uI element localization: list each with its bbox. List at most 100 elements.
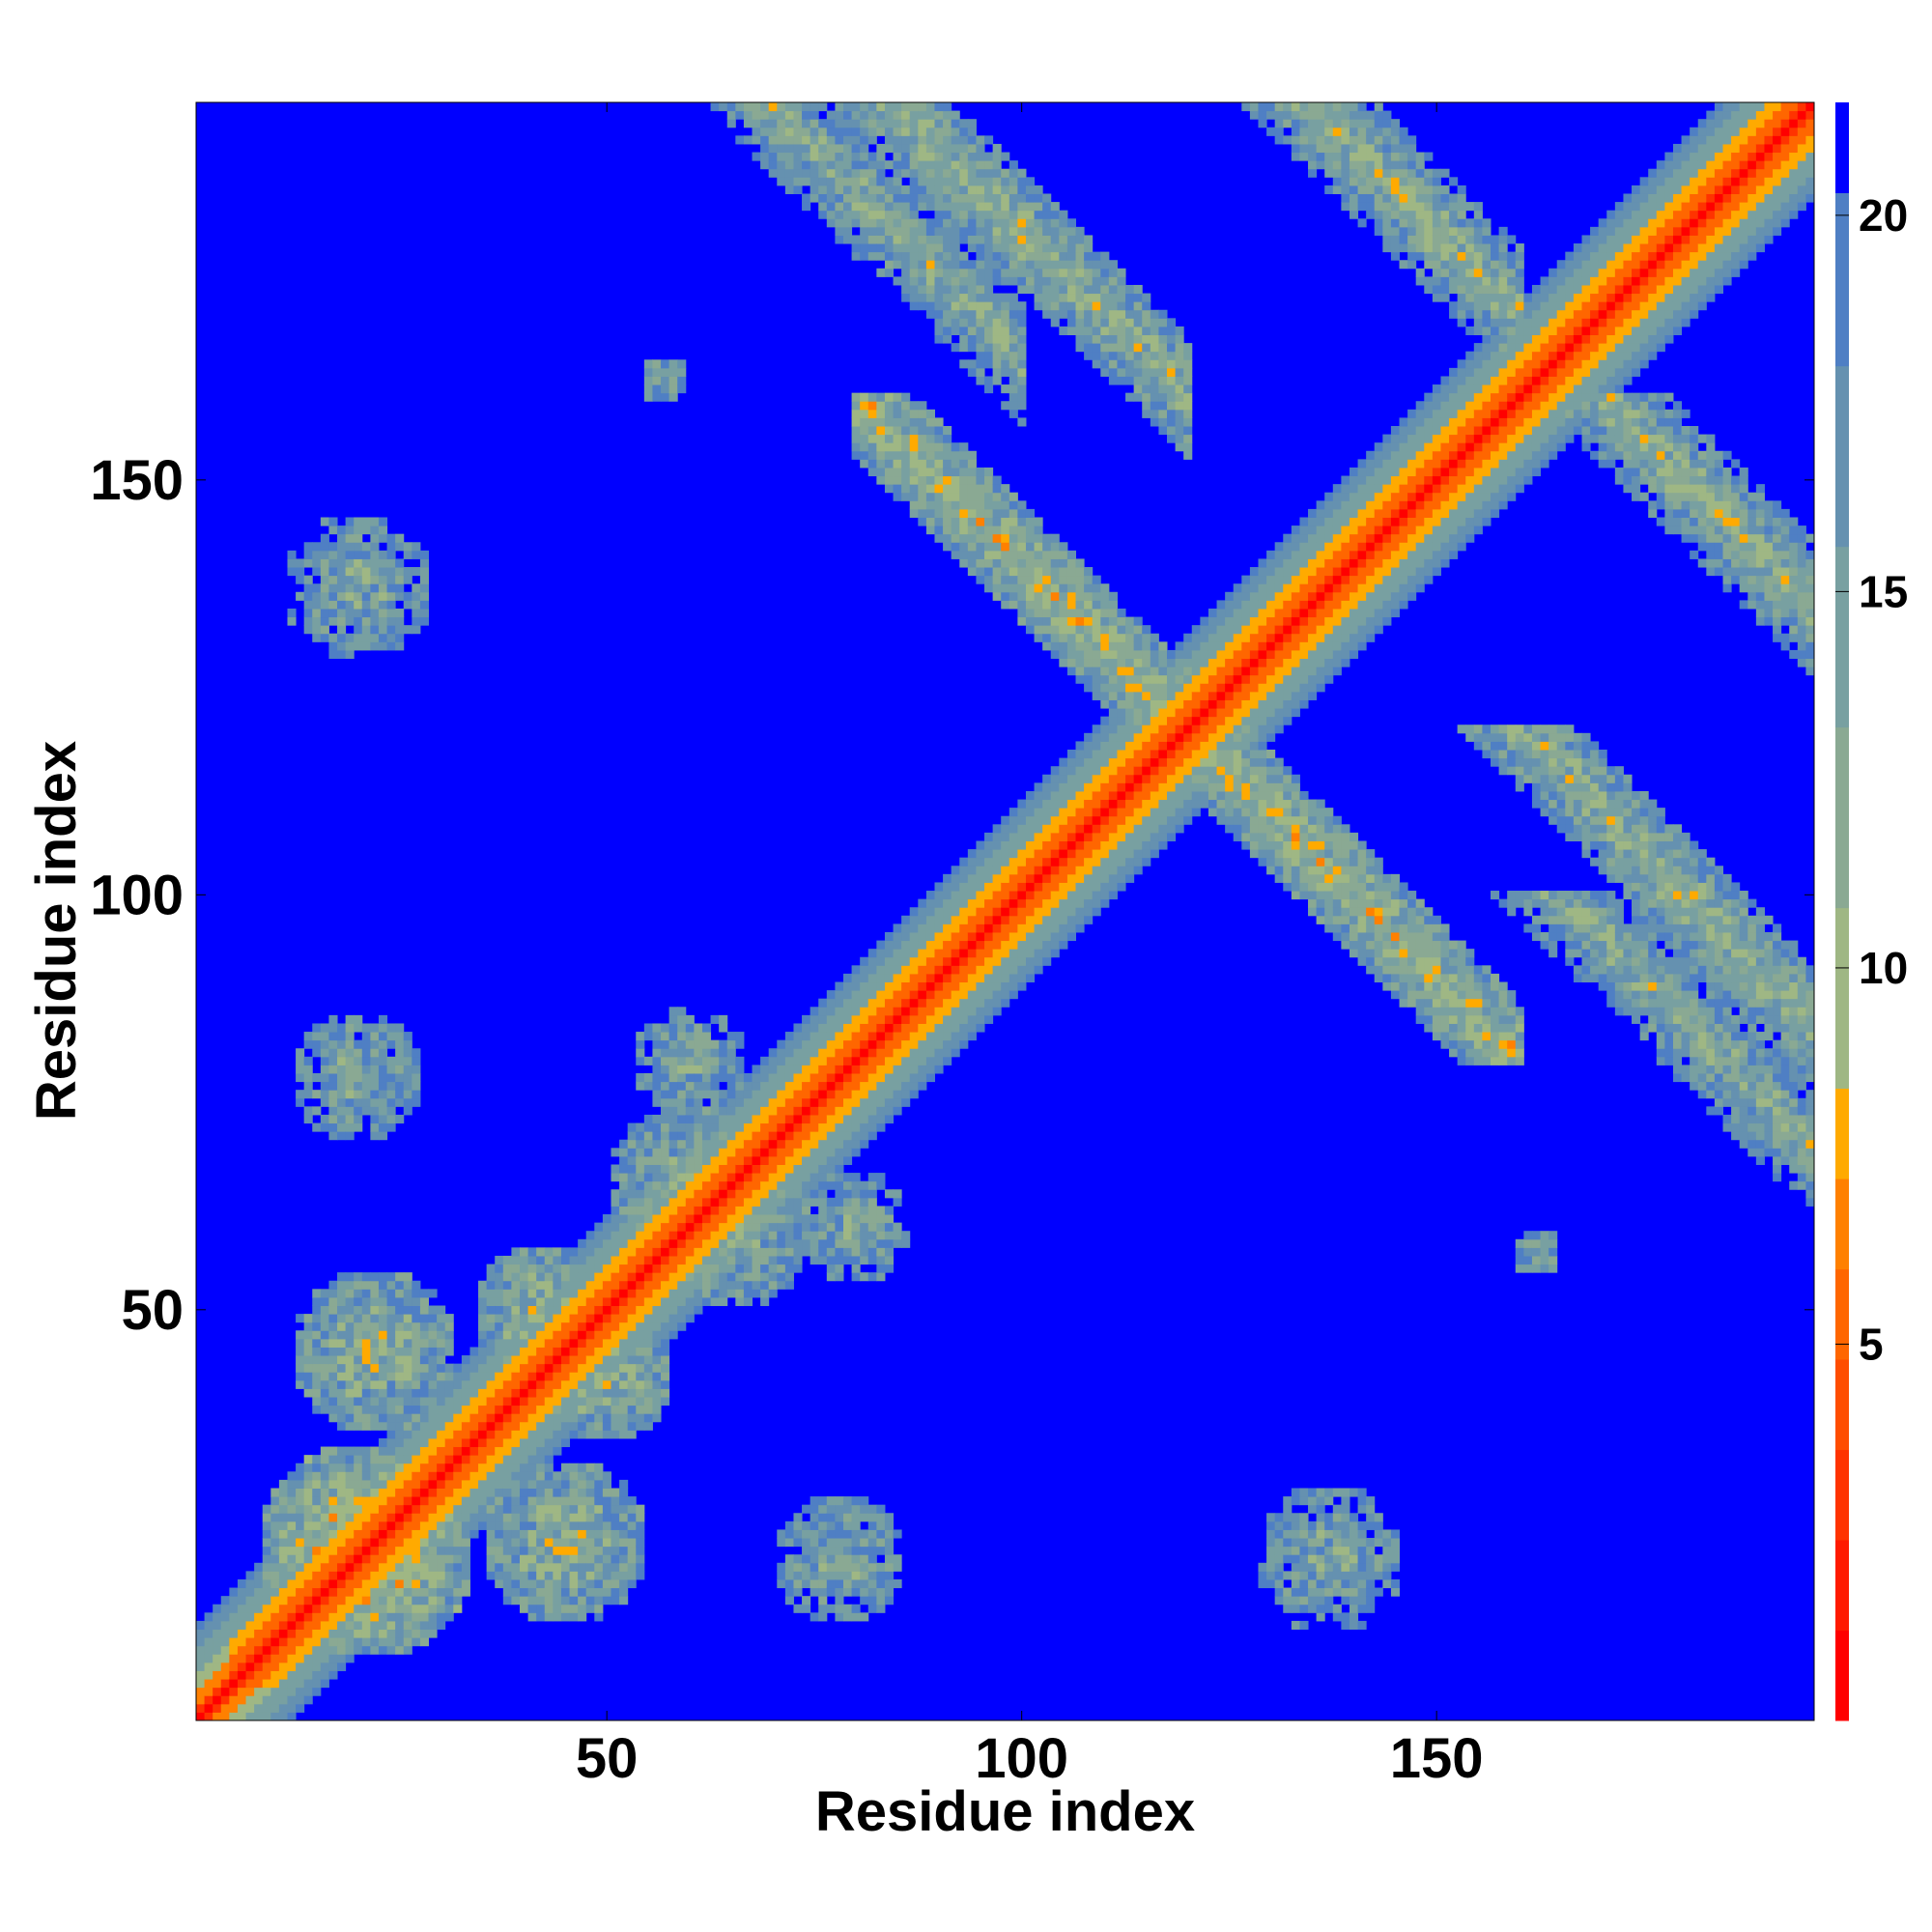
heatmap-cell bbox=[984, 915, 994, 924]
heatmap-cell bbox=[652, 1379, 662, 1389]
heatmap-cell bbox=[802, 1023, 811, 1033]
heatmap-cell bbox=[818, 1097, 828, 1107]
heatmap-cell bbox=[934, 318, 944, 327]
heatmap-cell bbox=[943, 882, 952, 892]
heatmap-cell bbox=[544, 1397, 554, 1406]
heatmap-cell bbox=[511, 1347, 521, 1356]
heatmap-cell bbox=[378, 1347, 388, 1356]
heatmap-cell bbox=[619, 1363, 629, 1373]
heatmap-cell bbox=[909, 143, 919, 154]
heatmap-cell bbox=[710, 1197, 720, 1207]
heatmap-cell bbox=[337, 1289, 347, 1298]
heatmap-cell bbox=[345, 1131, 355, 1141]
heatmap-cell bbox=[719, 1056, 728, 1065]
heatmap-cell bbox=[386, 1363, 396, 1373]
heatmap-cell bbox=[652, 384, 662, 394]
heatmap-cell bbox=[784, 1180, 794, 1190]
heatmap-cell bbox=[611, 1397, 620, 1406]
heatmap-cell bbox=[1017, 575, 1027, 584]
heatmap-cell bbox=[478, 1504, 488, 1514]
heatmap-cell bbox=[419, 1504, 430, 1514]
heatmap-cell bbox=[959, 492, 969, 501]
heatmap-cell bbox=[951, 882, 960, 892]
heatmap-cell bbox=[502, 1363, 512, 1373]
heatmap-cell bbox=[1001, 949, 1010, 958]
heatmap-cell bbox=[320, 1463, 329, 1472]
heatmap-cell bbox=[826, 1496, 836, 1506]
heatmap-cell bbox=[793, 1106, 803, 1116]
heatmap-cell bbox=[270, 1546, 280, 1555]
heatmap-cell bbox=[1025, 210, 1036, 219]
heatmap-cell bbox=[992, 558, 1002, 568]
heatmap-cell bbox=[760, 1214, 770, 1224]
heatmap-cell bbox=[818, 119, 828, 128]
heatmap-cell bbox=[835, 1164, 844, 1174]
heatmap-cell bbox=[884, 202, 895, 212]
heatmap-cell bbox=[602, 1529, 611, 1539]
heatmap-cell bbox=[752, 1238, 761, 1248]
heatmap-cell bbox=[287, 1620, 297, 1631]
heatmap-cell bbox=[802, 1504, 811, 1514]
heatmap-cell bbox=[967, 334, 977, 344]
heatmap-cell bbox=[959, 508, 969, 518]
heatmap-cell bbox=[1009, 949, 1018, 958]
heatmap-cell bbox=[370, 1504, 380, 1514]
heatmap-cell bbox=[934, 434, 944, 443]
heatmap-cell bbox=[677, 1272, 687, 1282]
heatmap-cell bbox=[719, 1238, 728, 1248]
heatmap-cell bbox=[328, 1065, 338, 1074]
heatmap-cell bbox=[386, 1546, 396, 1555]
heatmap-cell bbox=[760, 1247, 770, 1257]
heatmap-cell bbox=[278, 1662, 288, 1671]
heatmap-cell bbox=[237, 1679, 247, 1689]
heatmap-cell bbox=[876, 177, 886, 186]
heatmap-cell bbox=[925, 467, 935, 477]
heatmap-cell bbox=[403, 1587, 412, 1597]
heatmap-cell bbox=[495, 1272, 504, 1282]
heatmap-cell bbox=[802, 1520, 811, 1530]
heatmap-cell bbox=[386, 1596, 396, 1605]
heatmap-cell bbox=[694, 1289, 703, 1298]
heatmap-cell bbox=[901, 467, 911, 477]
heatmap-cell bbox=[486, 1314, 496, 1323]
heatmap-cell bbox=[361, 1520, 371, 1530]
heatmap-cell bbox=[694, 1255, 703, 1265]
heatmap-cell bbox=[860, 1562, 869, 1572]
heatmap-cell bbox=[943, 949, 952, 958]
heatmap-cell bbox=[719, 1073, 728, 1083]
heatmap-cell bbox=[661, 384, 670, 394]
heatmap-cell bbox=[925, 110, 935, 120]
heatmap-cell bbox=[1017, 915, 1027, 924]
heatmap-cell bbox=[444, 1446, 454, 1456]
heatmap-cell bbox=[320, 517, 329, 526]
heatmap-cell bbox=[784, 1039, 794, 1049]
heatmap-cell bbox=[992, 940, 1002, 950]
heatmap-cell bbox=[378, 1604, 388, 1613]
heatmap-cell bbox=[710, 1222, 720, 1232]
heatmap-cell bbox=[784, 1097, 794, 1107]
heatmap-cell bbox=[661, 1039, 670, 1049]
heatmap-cell bbox=[437, 1379, 446, 1389]
heatmap-cell bbox=[495, 1538, 504, 1548]
heatmap-cell bbox=[486, 1355, 496, 1365]
heatmap-cell bbox=[710, 1122, 720, 1132]
heatmap-cell bbox=[976, 500, 985, 510]
heatmap-cell bbox=[743, 1131, 753, 1141]
heatmap-cell bbox=[495, 1504, 504, 1514]
heatmap-cell bbox=[793, 1197, 803, 1207]
heatmap-cell bbox=[594, 1238, 604, 1248]
heatmap-cell bbox=[312, 1637, 322, 1647]
heatmap-cell bbox=[777, 177, 786, 186]
heatmap-cell bbox=[851, 1131, 861, 1141]
heatmap-cell bbox=[867, 1097, 877, 1107]
heatmap-cell bbox=[735, 1106, 745, 1116]
heatmap-cell bbox=[876, 973, 886, 983]
heatmap-cell bbox=[959, 185, 969, 194]
heatmap-cell bbox=[652, 1222, 662, 1232]
heatmap-cell bbox=[403, 1421, 412, 1431]
heatmap-cell bbox=[835, 177, 844, 186]
heatmap-cell bbox=[901, 1231, 911, 1240]
heatmap-cell bbox=[677, 1039, 687, 1049]
heatmap-cell bbox=[694, 1122, 703, 1132]
heatmap-cell bbox=[527, 1280, 537, 1290]
